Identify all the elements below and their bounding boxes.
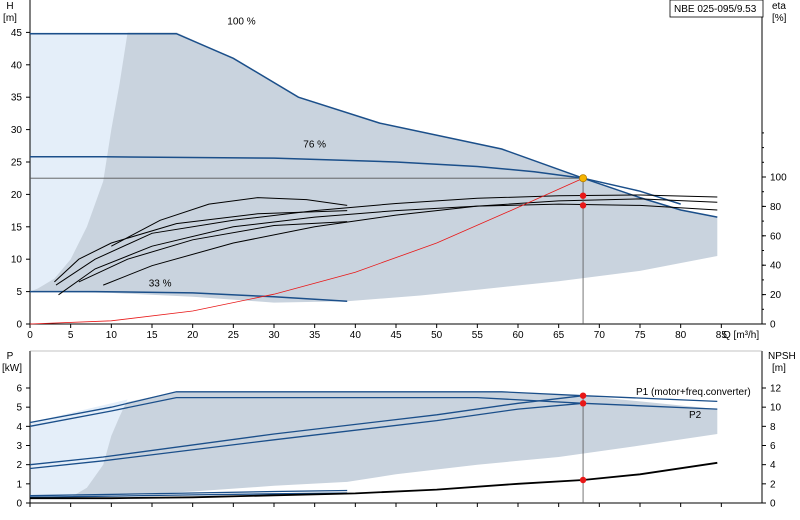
power-axis-unit: [kW] — [2, 363, 22, 374]
x-tick-label: 10 — [106, 330, 118, 341]
curve-33- — [30, 290, 348, 303]
power-tick-label: 2 — [16, 460, 22, 471]
curve-eta-2 — [103, 198, 718, 286]
eta-marker — [579, 192, 587, 199]
head-axis-unit: [m] — [3, 13, 17, 24]
system-curve — [29, 177, 584, 325]
npsh-tick-label: 6 — [770, 441, 776, 452]
eta-tick-label: 0 — [770, 320, 776, 331]
duty-point — [579, 174, 588, 183]
npsh-tick-label: 10 — [770, 403, 782, 414]
eta-axis-label: eta — [772, 1, 786, 12]
x-tick-label: 5 — [68, 330, 74, 341]
curve-eta-3 — [55, 194, 718, 286]
head-tick-label: 25 — [11, 158, 23, 169]
curve-label-p2: P2 — [689, 410, 702, 421]
head-tick-label: 10 — [11, 255, 23, 266]
head-low-flow-area — [30, 32, 128, 292]
power-tick-label: 5 — [16, 403, 22, 414]
power-marker — [579, 400, 587, 407]
curve-P2-76- — [29, 402, 584, 470]
eta-tick-label: 80 — [770, 202, 782, 213]
npsh-tick-label: 2 — [770, 479, 776, 490]
eta-tick-label: 20 — [770, 290, 782, 301]
power-axis-label: P — [7, 351, 14, 362]
eta-tick-label: 100 — [770, 173, 787, 184]
curve-P1-33- — [29, 489, 348, 497]
curve-eta-5 — [111, 197, 348, 247]
curve-label: 33 % — [149, 278, 172, 289]
x-tick-label: 55 — [472, 330, 484, 341]
curve-100- — [30, 32, 718, 218]
curve-label: 76 % — [303, 140, 326, 151]
npsh-curve — [30, 461, 718, 500]
x-tick-label: 75 — [634, 330, 646, 341]
power-tick-label: 4 — [16, 422, 22, 433]
x-tick-label: 0 — [27, 330, 33, 341]
npsh-marker — [579, 476, 587, 484]
curve-eta-1 — [58, 203, 718, 296]
head-eta-panel: H[m]eta[%]Q [m³/h]0 5 10 15 20 25 30 35 40 45 50 55… — [3, 0, 787, 341]
x-tick-label: 85 — [716, 330, 728, 341]
head-tick-label: 15 — [11, 222, 23, 233]
npsh-tick-label: 12 — [770, 384, 782, 395]
x-tick-label: 15 — [146, 330, 158, 341]
power-marker — [579, 392, 587, 399]
power-tick-label: 6 — [16, 384, 22, 395]
x-tick-label: 25 — [228, 330, 240, 341]
npsh-tick-label: 4 — [770, 460, 776, 471]
x-tick-label: 50 — [431, 330, 443, 341]
curve-P1-100- — [29, 391, 718, 424]
x-tick-label: 40 — [350, 330, 362, 341]
head-tick-label: 35 — [11, 93, 23, 104]
x-tick-label: 20 — [187, 330, 199, 341]
flow-axis-label: Q [m³/h] — [723, 330, 759, 341]
model-label-box: NBE 025-095/9.53 — [669, 0, 764, 18]
head-tick-label: 40 — [11, 60, 23, 71]
curve-P1-76- — [29, 395, 584, 466]
curve-label-p1: P1 (motor+freq.converter) — [636, 387, 751, 398]
eta-tick-label: 60 — [770, 231, 782, 242]
curve-eta-4 — [78, 221, 348, 283]
curve-eta-6 — [54, 210, 348, 283]
power-operating-area — [30, 391, 718, 498]
x-tick-label: 35 — [309, 330, 321, 341]
eta-marker — [579, 202, 587, 209]
head-tick-label: 20 — [11, 190, 23, 201]
head-tick-label: 0 — [16, 320, 22, 331]
head-operating-area — [30, 32, 718, 303]
x-tick-label: 45 — [390, 330, 402, 341]
npsh-axis-unit: [m] — [772, 363, 786, 374]
eta-tick-label: 40 — [770, 261, 782, 272]
curve-P2-100- — [29, 396, 718, 427]
head-tick-label: 30 — [11, 125, 23, 136]
power-tick-label: 1 — [16, 479, 22, 490]
x-tick-label: 60 — [512, 330, 524, 341]
power-low-flow-area — [30, 399, 128, 498]
head-axis-label: H — [6, 1, 13, 12]
npsh-axis-label: NPSH — [768, 351, 796, 362]
power-tick-label: 0 — [16, 499, 22, 510]
head-tick-label: 5 — [16, 287, 22, 298]
curve-P2-33- — [29, 492, 348, 498]
x-tick-label: 80 — [675, 330, 687, 341]
model-label: NBE 025-095/9.53 — [674, 4, 757, 15]
curve-label: 100 % — [227, 17, 255, 28]
power-tick-label: 3 — [16, 441, 22, 452]
x-tick-label: 30 — [268, 330, 280, 341]
npsh-tick-label: 8 — [770, 422, 776, 433]
x-tick-label: 65 — [553, 330, 565, 341]
npsh-tick-label: 0 — [770, 499, 776, 510]
curve-76- — [30, 156, 681, 205]
eta-axis-unit: [%] — [772, 13, 787, 24]
head-tick-label: 45 — [11, 28, 23, 39]
x-tick-label: 70 — [594, 330, 606, 341]
